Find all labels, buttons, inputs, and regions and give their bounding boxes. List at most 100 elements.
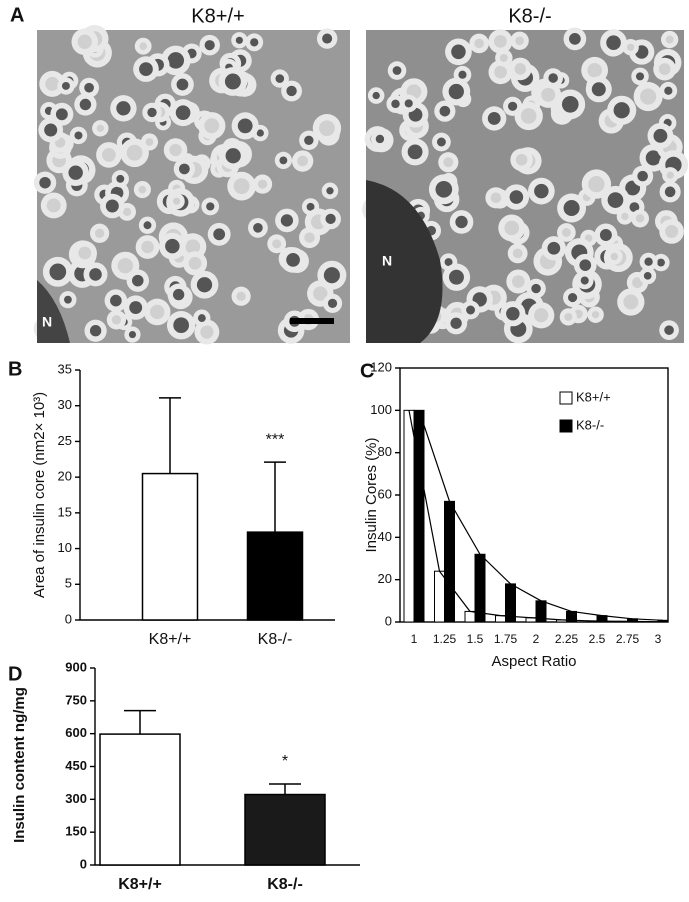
y-tick-label: 300 — [65, 791, 87, 806]
granule-core — [450, 317, 462, 329]
granule-core — [204, 118, 220, 134]
granule-core — [561, 228, 571, 237]
granule-core — [635, 72, 645, 81]
y-tick-label: 0 — [385, 613, 392, 628]
granule-core — [404, 99, 413, 108]
granule-core — [139, 42, 147, 50]
granule-core — [94, 228, 105, 238]
granule-core — [512, 248, 523, 259]
bar — [413, 409, 425, 623]
x-tick-label: 2 — [533, 632, 540, 646]
x-tick-label: 3 — [655, 632, 662, 646]
granule-core — [439, 105, 451, 117]
granule-core — [46, 198, 61, 213]
y-tick-label: 25 — [58, 433, 72, 448]
granule-core — [141, 240, 154, 254]
granule-core — [306, 202, 315, 211]
granule-core — [173, 317, 189, 334]
granule-core — [139, 62, 153, 76]
y-tick-label: 20 — [58, 469, 72, 484]
y-axis-label: Insulin Cores (%) — [363, 437, 380, 552]
granule-core — [128, 331, 137, 339]
granule-core — [653, 128, 668, 143]
granule-core — [607, 192, 624, 208]
granule-core — [407, 144, 423, 160]
granule-core — [443, 157, 454, 168]
granule-core — [563, 199, 580, 217]
x-tick-label: 2.25 — [555, 632, 579, 646]
y-tick-label: 15 — [58, 504, 72, 519]
granule-core — [541, 87, 556, 102]
granule-core — [84, 82, 94, 93]
granule-core — [117, 257, 134, 274]
granule-core — [313, 286, 328, 301]
granule-core — [372, 91, 380, 100]
granule-core — [49, 263, 67, 281]
granule-core — [640, 88, 657, 105]
granule-core — [89, 268, 102, 281]
granule-core — [455, 215, 468, 229]
granule-core — [61, 81, 70, 90]
granule-core — [392, 66, 402, 75]
granule-core — [436, 137, 446, 147]
bar — [474, 553, 486, 623]
granule-core — [658, 63, 671, 76]
panel-label: D — [8, 663, 22, 685]
y-tick-label: 60 — [378, 486, 392, 501]
y-tick-label: 0 — [65, 611, 72, 626]
nucleus — [366, 180, 443, 343]
y-tick-label: 600 — [65, 725, 87, 740]
granule-core — [474, 38, 484, 49]
image-title: K8-/- — [508, 5, 551, 27]
granule-core — [606, 35, 621, 50]
granule-core — [147, 107, 157, 118]
granule-core — [200, 325, 214, 339]
granule-core — [78, 246, 92, 260]
granule-core — [561, 96, 579, 113]
x-tick-label: K8+/+ — [118, 876, 162, 893]
image-marker: N — [382, 253, 392, 269]
granule-core — [256, 129, 264, 137]
granule-core — [143, 221, 152, 230]
granule-core — [116, 174, 125, 183]
granule-core — [610, 252, 619, 261]
bar — [505, 583, 516, 623]
granule-core — [122, 207, 132, 217]
granule-core — [167, 52, 185, 69]
image-title: K8+/+ — [191, 5, 244, 27]
granule-core — [165, 238, 180, 254]
granule-core — [613, 102, 630, 119]
granule-core — [580, 276, 589, 285]
granule-core — [444, 258, 453, 267]
legend-label: K8+/+ — [576, 389, 611, 404]
granule-core — [322, 33, 333, 44]
x-tick-label: 1 — [411, 632, 418, 646]
granule-core — [175, 105, 191, 120]
granule-core — [564, 312, 573, 321]
granule-core — [599, 229, 612, 241]
granule-core — [110, 294, 122, 307]
granule-core — [591, 311, 600, 319]
granule-core — [280, 214, 294, 227]
granule-core — [490, 192, 502, 204]
bar — [495, 615, 506, 623]
legend-swatch — [559, 419, 573, 433]
bar — [535, 600, 547, 623]
granule-core — [286, 253, 300, 267]
x-tick-label: K8-/- — [258, 631, 293, 648]
y-tick-label: 150 — [65, 824, 87, 839]
y-tick-label: 40 — [378, 529, 392, 544]
granule-core — [569, 33, 581, 45]
granule-core — [499, 53, 508, 62]
y-tick-label: 750 — [65, 692, 87, 707]
granule-core — [637, 170, 648, 182]
granule-core — [435, 180, 453, 198]
granule-core — [237, 118, 253, 134]
granule-core — [626, 43, 635, 51]
micrographs — [33, 24, 689, 345]
y-tick-label: 20 — [378, 571, 392, 586]
granule-core — [44, 123, 58, 137]
granule-core — [534, 308, 549, 323]
granule-core — [279, 156, 288, 165]
granule-core — [515, 36, 524, 46]
